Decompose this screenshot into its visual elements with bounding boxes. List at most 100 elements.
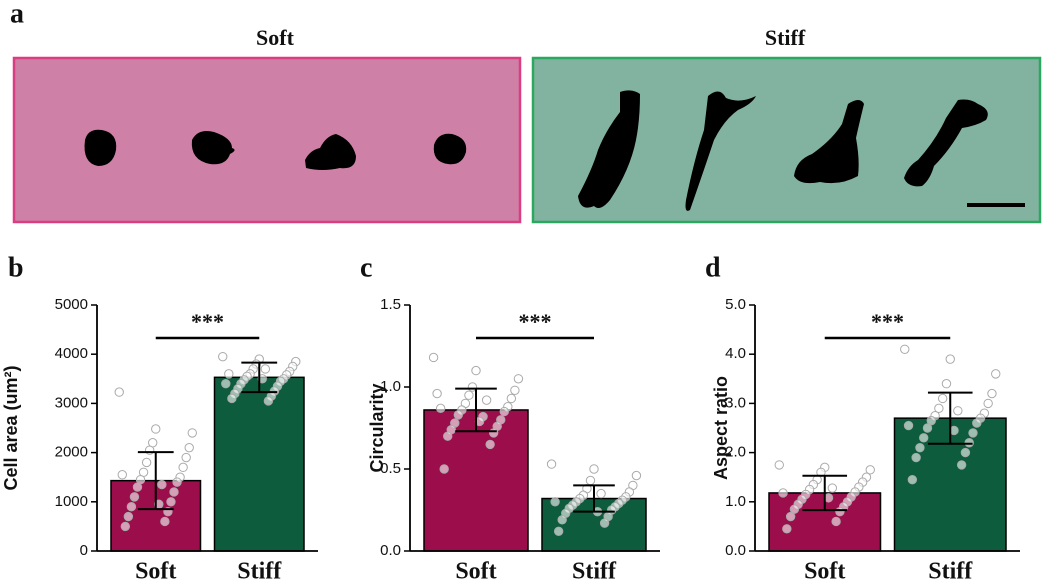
- data-point: [934, 403, 944, 414]
- data-point: [169, 487, 179, 497]
- data-point: [432, 388, 442, 399]
- x-tick-label: Soft: [804, 559, 845, 585]
- x-tick-label: Soft: [455, 559, 496, 585]
- data-point: [227, 393, 237, 404]
- data-point: [120, 521, 131, 532]
- panel-title: Stiff: [765, 25, 806, 50]
- panel-title: Soft: [256, 25, 295, 50]
- error-bar: [455, 387, 497, 433]
- y-axis-label: Aspect ratio: [711, 376, 731, 480]
- data-point: [224, 369, 234, 379]
- y-axis-label: Circularity: [367, 383, 387, 472]
- x-tick-label: Stiff: [928, 559, 973, 585]
- data-point: [166, 497, 176, 507]
- panel-label: a: [10, 0, 24, 29]
- data-point: [789, 504, 800, 514]
- data-point: [443, 431, 453, 441]
- data-point: [553, 526, 564, 537]
- data-point: [481, 395, 492, 405]
- data-point: [260, 364, 271, 374]
- y-tick-label: 0.0: [725, 542, 746, 559]
- significance-label: ***: [191, 309, 224, 334]
- data-point: [218, 351, 228, 362]
- data-point: [919, 433, 929, 443]
- data-point: [865, 465, 875, 475]
- data-point: [132, 482, 143, 492]
- y-tick-label: 4000: [55, 345, 88, 362]
- y-tick-label: 3000: [55, 394, 88, 411]
- error-bar: [137, 451, 174, 511]
- data-point: [157, 479, 167, 490]
- data-point: [956, 460, 967, 470]
- data-point: [129, 492, 140, 502]
- bar: [541, 497, 647, 552]
- bar: [423, 409, 529, 552]
- data-point: [596, 488, 606, 499]
- data-point: [945, 354, 955, 364]
- data-point: [922, 423, 933, 433]
- data-point: [953, 406, 963, 416]
- data-point: [991, 369, 1001, 379]
- panel-label: c: [360, 252, 372, 283]
- y-tick-label: 2000: [55, 444, 88, 461]
- data-point: [907, 474, 918, 485]
- cell-silhouettes: [84, 90, 988, 211]
- data-point: [835, 506, 845, 517]
- data-point: [546, 459, 557, 469]
- data-point: [151, 424, 161, 434]
- y-tick-label: 1.0: [380, 378, 401, 395]
- data-point: [782, 524, 792, 534]
- data-point: [126, 502, 137, 512]
- x-tick-label: Stiff: [572, 559, 617, 585]
- data-point: [585, 475, 596, 486]
- data-point: [510, 385, 520, 395]
- error-bar: [573, 484, 615, 513]
- data-point: [117, 470, 127, 480]
- data-point: [439, 464, 449, 474]
- data-point: [172, 477, 182, 487]
- data-point: [827, 483, 838, 493]
- data-point: [831, 516, 841, 527]
- y-tick-label: 0.0: [380, 542, 401, 559]
- panel-label: b: [8, 252, 24, 283]
- data-point: [589, 464, 599, 474]
- data-point: [263, 396, 274, 406]
- data-point: [221, 379, 231, 389]
- data-point: [114, 387, 124, 397]
- data-point: [937, 393, 948, 404]
- data-point: [428, 352, 439, 363]
- y-axis-label: Cell area (um²): [1, 365, 21, 490]
- y-tick-label: 5000: [55, 296, 88, 313]
- data-point: [778, 488, 788, 498]
- y-tick-label: 1.5: [380, 296, 401, 313]
- data-point: [550, 497, 560, 507]
- data-point: [599, 518, 610, 528]
- error-bar: [927, 391, 973, 445]
- data-point: [941, 379, 952, 389]
- data-point: [926, 415, 936, 426]
- data-point: [506, 393, 517, 404]
- x-tick-label: Stiff: [237, 559, 282, 585]
- data-point: [631, 470, 642, 481]
- bar: [213, 376, 305, 552]
- data-point: [557, 515, 567, 525]
- error-bar: [802, 474, 848, 512]
- data-point: [915, 442, 925, 453]
- data-point: [181, 452, 191, 463]
- data-point: [435, 403, 446, 414]
- data-point: [960, 447, 971, 458]
- y-tick-label: 1000: [55, 493, 88, 510]
- y-tick-label: 1.0: [725, 493, 746, 510]
- data-point: [987, 388, 997, 399]
- panel-label: d: [705, 252, 721, 283]
- data-point: [983, 398, 993, 409]
- error-bar: [241, 361, 278, 394]
- data-point: [513, 374, 524, 384]
- y-tick-label: 0.5: [380, 460, 401, 477]
- data-point: [499, 406, 509, 417]
- data-point: [453, 410, 464, 420]
- data-point: [968, 428, 978, 438]
- significance-label: ***: [519, 309, 552, 334]
- data-point: [123, 511, 134, 522]
